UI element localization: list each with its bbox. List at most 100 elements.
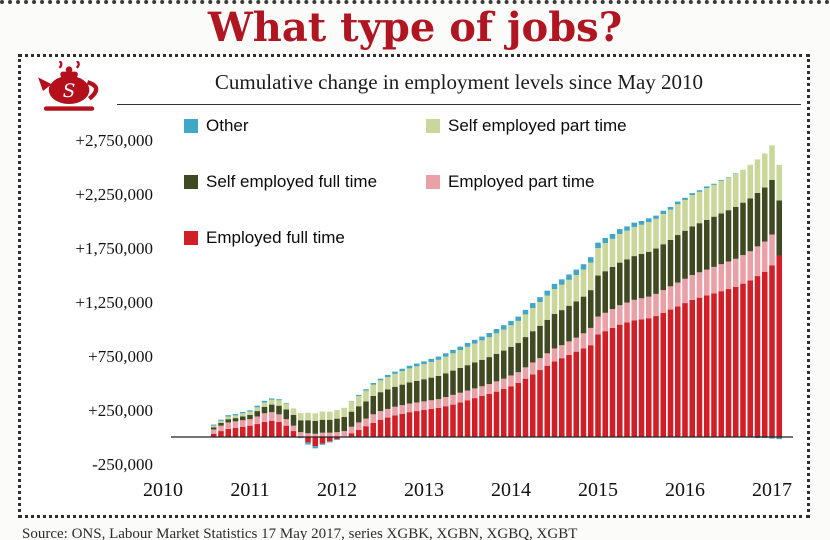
bar-segment	[500, 325, 507, 330]
bar-segment	[355, 406, 362, 423]
bar-segment	[450, 404, 456, 437]
bar-segment	[457, 350, 464, 368]
bar-segment	[660, 210, 667, 214]
bar-segment	[363, 401, 369, 419]
bar-segment	[232, 414, 239, 416]
bar-segment	[537, 302, 543, 326]
bar-segment	[355, 394, 362, 396]
legend-label: Employed full time	[206, 228, 345, 247]
bar-segment	[696, 223, 703, 273]
bar-segment	[529, 307, 536, 332]
bar-segment	[399, 413, 406, 437]
bar-segment	[225, 419, 232, 423]
bar-segment	[638, 298, 645, 320]
bar-segment	[239, 420, 246, 427]
bar-segment	[384, 377, 391, 390]
bar-segment	[580, 333, 587, 349]
bar-segment	[732, 174, 739, 207]
bar-segment	[435, 356, 442, 360]
bar-segment	[769, 145, 775, 180]
bar-segment	[428, 358, 435, 362]
bar-segment	[609, 238, 616, 267]
bar-segment	[725, 210, 732, 262]
bar-segment	[442, 373, 449, 398]
y-axis-tick-label: +2,250,000	[75, 185, 153, 204]
bar-segment	[602, 331, 609, 437]
bar-segment	[732, 286, 739, 437]
bar-segment	[667, 239, 674, 287]
bar-segment	[268, 399, 275, 405]
bar-segment	[769, 234, 775, 266]
bar-segment	[348, 433, 355, 437]
bar-segment	[435, 375, 442, 400]
bar-segment	[471, 398, 478, 437]
bar-segment	[210, 433, 217, 437]
bar-segment	[595, 275, 601, 317]
chart-subtitle: Cumulative change in employment levels s…	[117, 57, 801, 105]
bar-segment	[761, 271, 768, 437]
bar-segment	[413, 380, 420, 403]
bar-segment	[508, 375, 514, 387]
bar-segment	[319, 419, 326, 433]
bar-segment	[464, 365, 471, 391]
bar-segment	[283, 419, 290, 426]
bar-segment	[645, 318, 652, 437]
bar-segment	[522, 337, 529, 368]
bar-segment	[486, 384, 493, 394]
bar-segment	[587, 345, 594, 437]
bar-segment	[689, 226, 696, 275]
bar-segment	[297, 420, 304, 433]
bar-segment	[450, 353, 456, 371]
bar-segment	[616, 305, 623, 325]
bar-segment	[522, 367, 529, 379]
bar-segment	[754, 276, 761, 437]
bar-segment	[312, 413, 319, 421]
bar-segment	[450, 394, 456, 405]
bar-segment	[464, 346, 471, 366]
bar-segment	[305, 433, 311, 437]
bar-segment	[218, 420, 224, 423]
x-axis-tick-label: 2015	[578, 479, 618, 501]
bar-segment	[276, 399, 282, 401]
bar-segment	[261, 402, 268, 407]
bar-segment	[609, 266, 616, 310]
bar-segment	[225, 416, 232, 420]
bar-segment	[442, 406, 449, 437]
bar-segment	[312, 437, 319, 447]
bar-segment	[247, 410, 253, 412]
bar-segment	[254, 411, 261, 417]
bar-segment	[732, 258, 739, 287]
x-axis-tick-label: 2014	[491, 479, 531, 501]
bar-segment	[457, 367, 464, 393]
bar-segment	[624, 226, 630, 231]
bar-segment	[442, 356, 449, 374]
bar-segment	[566, 354, 572, 437]
bar-segment	[653, 293, 659, 317]
bar-segment	[696, 272, 703, 298]
bar-segment	[377, 411, 384, 420]
y-axis-tick-label: +2,750,000	[75, 131, 153, 150]
legend-label: Self employed full time	[206, 172, 378, 191]
bar-segment	[551, 313, 558, 349]
bar-segment	[544, 319, 551, 354]
bar-segment	[254, 405, 261, 408]
bar-segment	[305, 420, 311, 434]
bar-segment	[471, 388, 478, 399]
bar-segment	[225, 422, 232, 429]
bar-segment	[363, 389, 369, 391]
bar-segment	[689, 299, 696, 437]
bar-segment	[667, 309, 674, 437]
bar-segment	[326, 437, 333, 442]
bar-segment	[761, 153, 768, 188]
bar-segment	[551, 348, 558, 362]
bar-segment	[602, 237, 609, 244]
bar-segment	[631, 256, 638, 300]
bar-segment	[638, 224, 645, 254]
bar-segment	[471, 339, 478, 344]
bar-segment	[341, 407, 348, 418]
legend-item-self-employed-full-time: Self employed full time	[184, 171, 426, 193]
top-dotted-border	[0, 0, 830, 4]
bar-segment	[384, 417, 391, 437]
bar-segment	[624, 230, 630, 260]
y-axis-tick-label: +250,000	[88, 401, 153, 420]
